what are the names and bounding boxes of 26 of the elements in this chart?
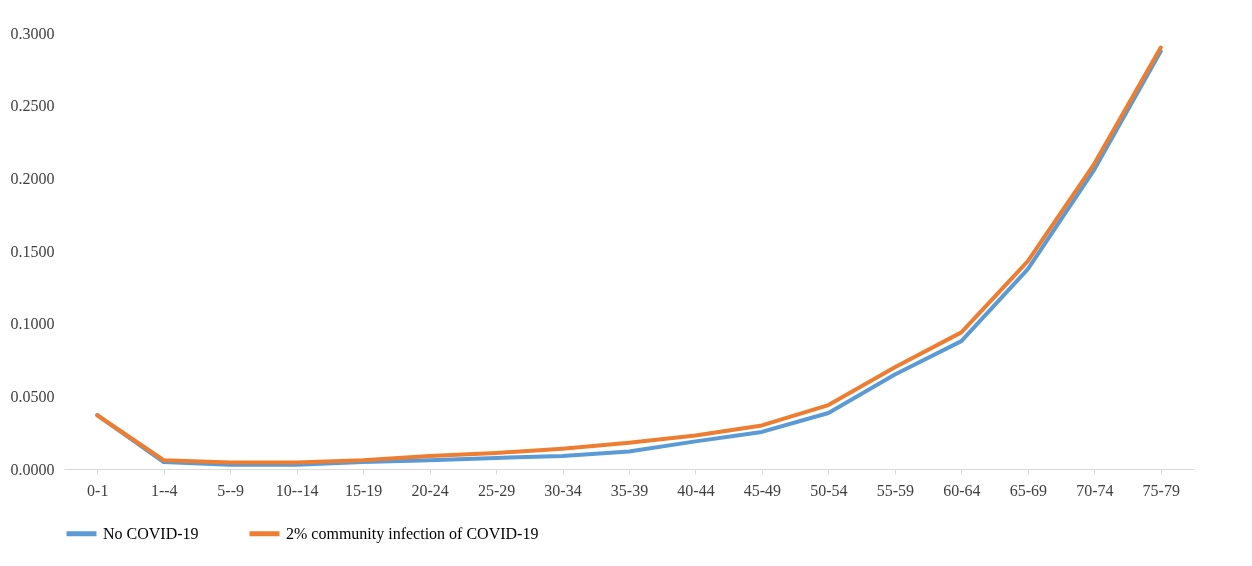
y-tick-label: 0.2000 [10, 169, 55, 187]
y-tick-label: 0.3000 [10, 24, 55, 42]
x-tick-label: 75-79 [1142, 481, 1180, 499]
x-tick-label: 1--4 [150, 481, 178, 499]
x-tick-label: 70-74 [1076, 481, 1114, 499]
x-tick-label: 35-39 [610, 481, 649, 499]
y-tick-label: 0.0000 [10, 460, 55, 478]
legend-label: No COVID-19 [103, 524, 199, 542]
x-tick-label: 25-29 [477, 481, 516, 499]
x-tick-label: 5--9 [217, 481, 244, 499]
x-tick-label: 30-34 [544, 481, 582, 499]
x-tick-label: 20-24 [411, 481, 449, 499]
x-tick-label: 65-69 [1009, 481, 1047, 499]
x-tick-label: 55-59 [876, 481, 915, 499]
y-tick-label: 0.0500 [10, 387, 55, 405]
y-tick-label: 0.1000 [10, 315, 55, 333]
x-tick-label: 0-1 [87, 481, 109, 499]
y-tick-label: 0.1500 [10, 242, 55, 260]
x-tick-label: 60-64 [943, 481, 981, 499]
y-tick-label: 0.2500 [10, 97, 55, 115]
x-tick-label: 15-19 [344, 481, 383, 499]
x-tick-label: 45-49 [743, 481, 782, 499]
x-tick-label: 50-54 [810, 481, 848, 499]
legend-label: 2% community infection of COVID-19 [286, 524, 539, 543]
x-tick-label: 10--14 [275, 481, 319, 499]
x-tick-label: 40-44 [677, 481, 715, 499]
